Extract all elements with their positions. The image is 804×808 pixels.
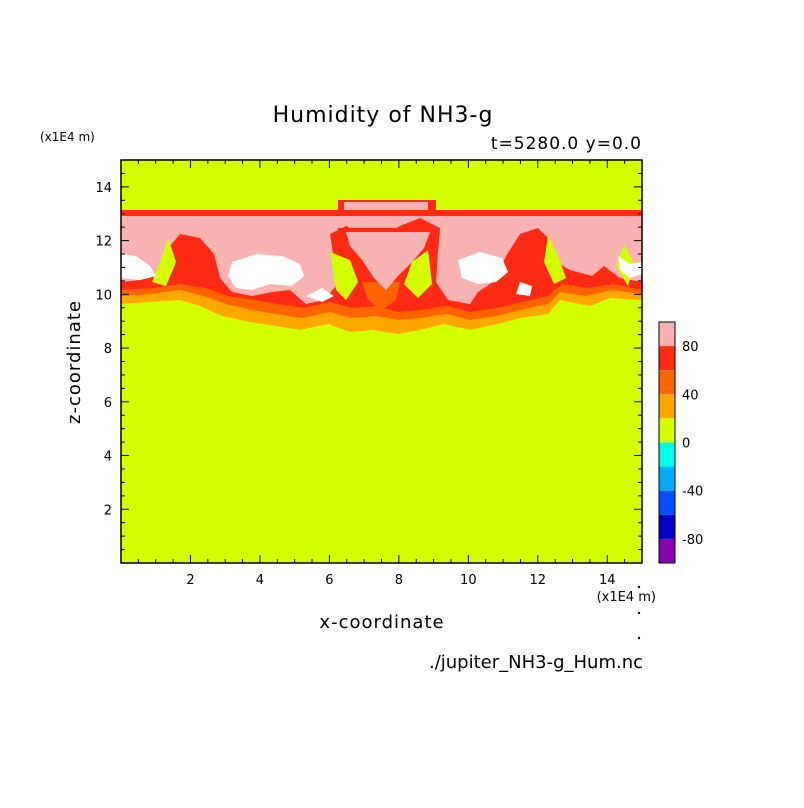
y-unit-label: (x1E4 m) xyxy=(40,130,95,144)
plot-area xyxy=(121,160,642,563)
colorbar-swatch xyxy=(659,394,675,419)
source-file-label: ./jupiter_NH3-g_Hum.nc xyxy=(429,652,643,673)
central-plume-pink xyxy=(346,232,430,290)
colorbar-swatch xyxy=(659,514,675,539)
y-tick-label: 2 xyxy=(104,503,112,518)
intrusion-right xyxy=(404,250,432,298)
colorbar-frame xyxy=(658,321,676,564)
intrusion-right-outer xyxy=(544,236,566,284)
x-tick-label: 2 xyxy=(186,573,194,588)
y-axis: 2 4 6 8 10 12 14 xyxy=(95,172,642,551)
x-tick-label: 8 xyxy=(395,573,403,588)
x-unit-label: (x1E4 m) xyxy=(597,590,656,605)
colorbar-swatch xyxy=(659,418,675,443)
colorbar-tick-label: 80 xyxy=(682,340,699,355)
white-patch-6 xyxy=(516,282,532,296)
colorbar-tick-label: 40 xyxy=(682,388,699,403)
central-plume-orange xyxy=(362,282,400,310)
white-patch-1 xyxy=(228,254,304,290)
colorbar-swatch xyxy=(659,370,675,395)
x-axis: 2 4 6 8 10 12 14 xyxy=(137,160,626,588)
white-patch-3 xyxy=(121,254,156,280)
white-patch-4 xyxy=(306,288,334,302)
colorbar-swatch xyxy=(659,466,675,491)
marker-dot xyxy=(637,611,641,615)
intrusion-left-outer xyxy=(152,238,176,286)
y-axis-label: z-coordinate xyxy=(64,300,85,424)
colorbar-tick-label: -80 xyxy=(682,533,703,548)
chart-title: Humidity of NH3-g xyxy=(273,103,494,128)
colorbar-tick-label: 0 xyxy=(682,437,690,452)
y-tick-label: 6 xyxy=(104,396,112,411)
marker-dot xyxy=(637,636,641,640)
chart-subtitle: t=5280.0 y=0.0 xyxy=(491,134,642,154)
y-tick-label: 10 xyxy=(95,288,112,303)
y-tick-label: 4 xyxy=(104,450,112,465)
colorbar: 80 40 0 -40 -80 xyxy=(658,321,703,564)
x-tick-label: 10 xyxy=(460,573,477,588)
colorbar-swatch xyxy=(659,538,675,563)
marker-dot xyxy=(637,585,641,589)
white-patch-5 xyxy=(618,256,642,278)
x-axis-label: x-coordinate xyxy=(319,612,444,633)
x-tick-label: 12 xyxy=(530,573,547,588)
colorbar-swatch xyxy=(659,490,675,515)
colorbar-swatch xyxy=(659,322,675,347)
x-tick-label: 4 xyxy=(256,573,264,588)
colorbar-tick-label: -40 xyxy=(682,485,703,500)
intrusion-left xyxy=(330,252,358,300)
y-tick-label: 14 xyxy=(95,181,112,196)
x-tick-label: 6 xyxy=(325,573,333,588)
colorbar-swatch xyxy=(659,346,675,371)
y-tick-label: 12 xyxy=(95,235,112,250)
y-tick-label: 8 xyxy=(104,342,112,357)
x-tick-label: 14 xyxy=(599,573,616,588)
contour-top-cap-pink xyxy=(344,202,428,210)
white-patch-2 xyxy=(458,252,508,284)
colorbar-swatch xyxy=(659,442,675,467)
